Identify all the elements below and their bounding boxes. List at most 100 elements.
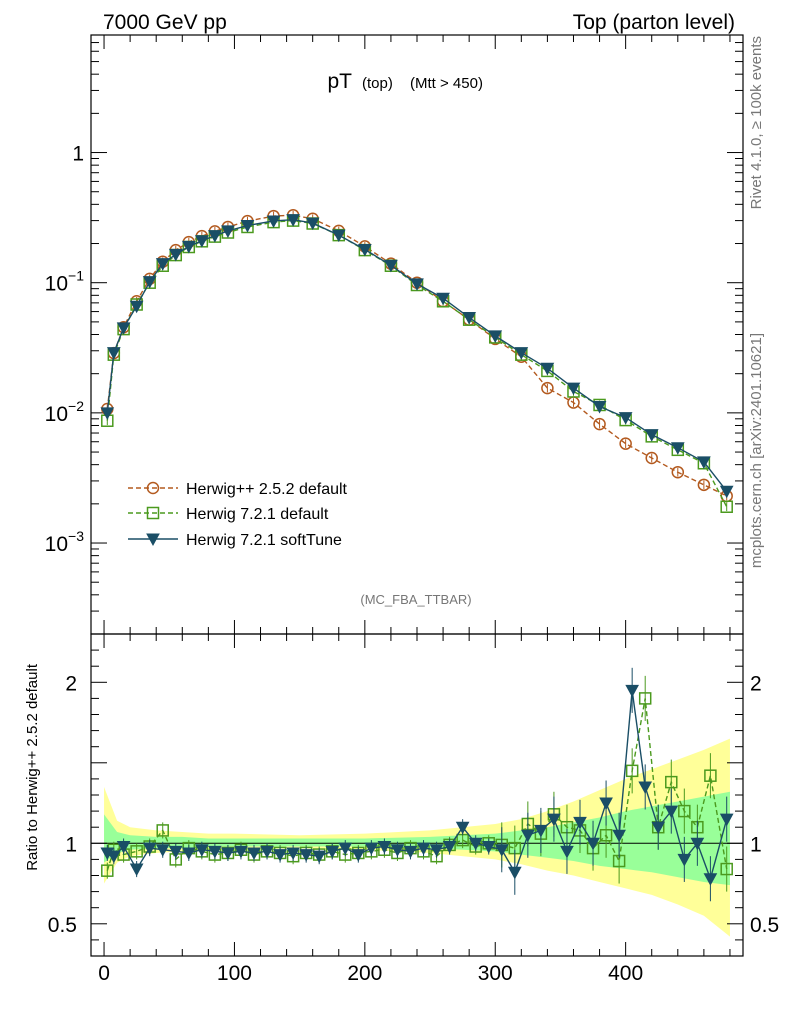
- data-point-softtune: [155, 258, 170, 271]
- ratio-point-softtune: [520, 829, 535, 843]
- ratio-point-softtune: [507, 866, 522, 880]
- x-tick-label: 100: [217, 962, 252, 985]
- ratio-y-tick-label-left: 0.5: [48, 914, 77, 937]
- ratio-point-softtune: [573, 816, 587, 830]
- ratio-point-softtune: [403, 845, 418, 859]
- series-herwig721: [101, 214, 733, 513]
- ratio-point-softtune: [690, 837, 705, 851]
- plot-title-cut: (Mtt > 450): [410, 75, 483, 92]
- ratio-y-axis-label: Ratio to Herwig++ 2.5.2 default: [24, 663, 41, 871]
- ratio-point-softtune: [286, 847, 300, 861]
- data-point-softtune: [384, 259, 398, 273]
- ratio-point-herwig721: [704, 769, 717, 782]
- ratio-point-herwig721: [638, 692, 652, 705]
- ratio-point-herwig721: [599, 829, 613, 842]
- y-tick-label-exponent: −3: [68, 528, 84, 544]
- data-point-softtune: [116, 322, 131, 335]
- x-tick-label: 400: [608, 962, 643, 985]
- data-point-softtune: [592, 400, 607, 414]
- header-left: 7000 GeV pp: [103, 11, 227, 34]
- ratio-point-softtune: [377, 841, 392, 854]
- ratio-point-herwig721: [720, 862, 733, 876]
- data-point-herwigpp: [541, 381, 554, 395]
- ratio-point-herwig721: [130, 845, 143, 858]
- data-point-softtune: [514, 347, 529, 360]
- data-point-softtune: [410, 278, 424, 291]
- data-point-herwigpp: [645, 451, 658, 465]
- ratio-point-softtune: [547, 813, 561, 827]
- data-point-softtune: [670, 442, 685, 455]
- y-tick-label-base: 10: [45, 273, 68, 296]
- data-point-herwigpp: [671, 465, 685, 479]
- ratio-point-softtune: [625, 684, 640, 698]
- ratio-point-softtune: [234, 845, 248, 859]
- ratio-point-softtune: [325, 845, 340, 859]
- ratio-series-group: [100, 667, 734, 902]
- plot-title-main: pT: [327, 70, 352, 93]
- ratio-point-softtune: [221, 847, 235, 861]
- data-point-softtune: [357, 243, 372, 257]
- ratio-point-softtune: [560, 845, 574, 859]
- legend-label-softtune: Herwig 7.2.1 softTune: [186, 532, 342, 549]
- ratio-point-softtune: [168, 845, 183, 859]
- ratio-y-tick-label-left: 2: [65, 672, 77, 695]
- ratio-point-softtune: [677, 853, 692, 867]
- data-point-softtune: [221, 225, 235, 238]
- ratio-point-softtune: [664, 805, 679, 819]
- ratio-uncertainty-band: [104, 738, 730, 937]
- data-point-herwigpp: [593, 417, 606, 431]
- ratio-point-softtune: [599, 797, 613, 811]
- y-tick-label: 10−2: [45, 398, 85, 426]
- header-right: Top (parton level): [573, 11, 735, 34]
- ratio-point-softtune: [260, 845, 274, 859]
- ratio-y-tick-label-right: 1: [750, 833, 762, 856]
- ratio-point-softtune: [338, 842, 353, 856]
- rivet-label: Rivet 4.1.0, ≥ 100k events: [748, 36, 765, 209]
- x-tick-label: 200: [347, 962, 382, 985]
- ratio-point-softtune: [416, 842, 431, 856]
- ratio-point-herwig721: [101, 864, 114, 877]
- legend-marker-softtune: [146, 533, 160, 547]
- data-point-softtune: [168, 248, 183, 262]
- ratio-point-herwig721: [625, 764, 639, 778]
- x-tick-labels: 0 100 200 300 400: [98, 962, 643, 985]
- ratio-point-softtune: [468, 837, 483, 851]
- ratio-point-softtune: [494, 844, 509, 857]
- ratio-point-softtune: [155, 844, 170, 857]
- ratio-point-softtune: [142, 842, 157, 856]
- data-point-softtune: [488, 330, 503, 343]
- main-series-group: [100, 208, 734, 513]
- data-point-softtune: [540, 362, 555, 376]
- ratio-point-softtune: [534, 824, 548, 838]
- ratio-y-tick-label-right: 2: [750, 672, 762, 695]
- ratio-point-softtune: [429, 844, 444, 857]
- data-point-softtune: [331, 229, 346, 243]
- y-tick-label-base: 10: [45, 403, 68, 426]
- data-point-softtune: [719, 485, 734, 499]
- ratio-point-softtune: [442, 841, 457, 854]
- ratio-y-tick-labels: 0.5 0.5 1 1 2 2: [48, 672, 779, 937]
- data-point-softtune: [129, 300, 144, 314]
- legend-label-herwigpp: Herwig++ 2.5.2 default: [186, 481, 348, 498]
- ratio-point-softtune: [455, 821, 470, 835]
- series-softtune: [100, 214, 734, 499]
- y-tick-label: 10−1: [45, 268, 85, 296]
- ratio-series-softtune: [100, 667, 734, 902]
- data-point-softtune: [566, 382, 581, 396]
- ratio-y-tick-label-left: 1: [65, 833, 77, 856]
- watermark: (MC_FBA_TTBAR): [360, 592, 471, 607]
- plot-title-sub: (top): [362, 75, 393, 92]
- main-plot-panel: 110−110−210−3 pT (top) (Mtt > 450) (MC_F…: [45, 34, 744, 635]
- ratio-point-herwig721: [665, 775, 678, 789]
- ratio-point-softtune: [351, 849, 366, 862]
- data-point-softtune: [106, 347, 121, 360]
- ratio-point-softtune: [481, 841, 496, 854]
- series-line-herwigpp: [106, 214, 728, 497]
- ratio-point-softtune: [364, 842, 379, 856]
- legend-marker-herwigpp: [146, 481, 160, 495]
- y-tick-label-exponent: −1: [68, 268, 84, 284]
- ratio-point-softtune: [612, 829, 626, 843]
- data-point-softtune: [181, 240, 196, 254]
- ratio-point-softtune: [247, 847, 261, 861]
